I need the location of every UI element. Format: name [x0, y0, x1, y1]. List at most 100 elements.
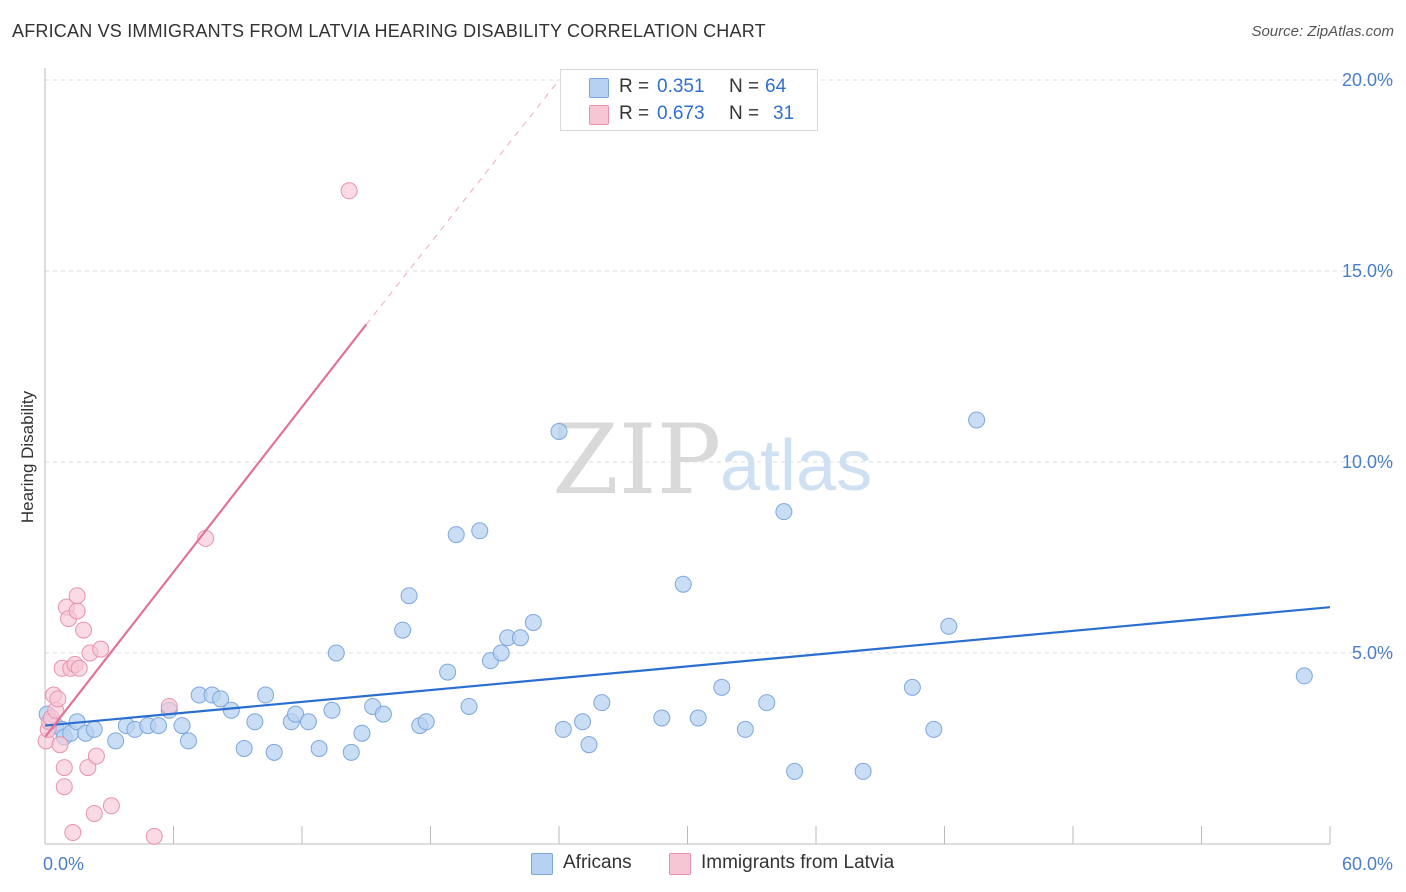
watermark-atlas: atlas: [720, 426, 872, 506]
data-point-africans: [492, 644, 510, 662]
legend-row-latvia: R = 0.673 N = 31: [561, 101, 817, 127]
data-point-latvia: [340, 182, 358, 200]
source-credit: Source: ZipAtlas.com: [1251, 23, 1394, 40]
data-point-latvia: [68, 587, 86, 605]
data-point-africans: [150, 717, 168, 735]
data-point-africans: [353, 724, 371, 742]
data-point-latvia: [64, 824, 82, 842]
data-point-africans: [342, 743, 360, 761]
data-point-africans: [786, 762, 804, 780]
legend-label-latvia: Immigrants from Latvia: [701, 852, 895, 873]
x-tick-label: 0.0%: [43, 854, 84, 874]
data-point-africans: [222, 701, 240, 719]
data-point-africans: [394, 621, 412, 639]
trend-line-africans: [44, 606, 1331, 727]
data-point-africans: [179, 732, 197, 750]
data-point-latvia: [49, 690, 67, 708]
data-point-latvia: [75, 621, 93, 639]
legend-r-value: 0.673: [657, 103, 705, 124]
data-point-africans: [310, 740, 328, 757]
data-point-africans: [854, 762, 872, 780]
data-point-africans: [287, 705, 305, 723]
data-point-africans: [173, 717, 191, 735]
data-point-africans: [713, 678, 731, 696]
legend-label-africans: Africans: [563, 852, 632, 873]
legend-r-value: 0.351: [657, 76, 705, 97]
data-point-africans: [511, 629, 529, 647]
legend-n-value: 31: [773, 103, 795, 124]
data-point-africans: [574, 713, 592, 731]
y-tick-label: 15.0%: [1342, 261, 1393, 281]
data-point-africans: [968, 411, 986, 429]
data-point-latvia: [85, 804, 103, 822]
data-point-africans: [653, 709, 671, 727]
data-point-africans: [1295, 667, 1313, 685]
legend-row-africans: R = 0.351 N = 64: [561, 74, 817, 100]
africans-swatch: [589, 78, 609, 98]
data-point-africans: [417, 713, 435, 731]
data-point-latvia: [160, 697, 178, 715]
data-point-latvia: [55, 759, 73, 777]
y-tick-label: 5.0%: [1352, 643, 1393, 663]
y-tick-label: 20.0%: [1342, 70, 1393, 90]
data-point-africans: [257, 686, 275, 704]
data-point-africans: [85, 720, 103, 738]
data-point-africans: [903, 678, 921, 696]
data-point-africans: [400, 587, 418, 605]
data-point-africans: [235, 740, 253, 757]
data-point-latvia: [55, 778, 73, 796]
watermark-zip: ZIP: [552, 404, 721, 516]
data-point-africans: [439, 663, 457, 681]
data-point-latvia: [92, 640, 110, 658]
data-point-africans: [246, 713, 264, 731]
data-point-latvia: [51, 736, 69, 754]
data-point-africans: [524, 613, 542, 631]
data-point-latvia: [70, 659, 88, 677]
trend-line-latvia: [44, 323, 368, 738]
legend-n-label: N =: [729, 103, 760, 124]
legend-r-label: R =: [619, 103, 650, 124]
data-point-africans: [374, 705, 392, 723]
data-point-africans: [593, 694, 611, 712]
data-point-africans: [460, 697, 478, 715]
data-point-africans: [775, 503, 793, 521]
data-point-africans: [550, 422, 568, 440]
data-point-africans: [689, 709, 707, 727]
data-point-africans: [940, 617, 958, 635]
scatter-points: [37, 182, 1313, 845]
africans-swatch: [531, 853, 553, 875]
grid-lines: [45, 79, 1394, 654]
data-point-africans: [107, 732, 125, 750]
data-point-africans: [212, 690, 230, 708]
legend-n-value: 64: [765, 76, 787, 97]
latvia-swatch: [669, 853, 691, 875]
data-point-africans: [327, 644, 345, 662]
data-point-africans: [323, 701, 341, 719]
chart-title: AFRICAN VS IMMIGRANTS FROM LATVIA HEARIN…: [12, 21, 766, 41]
series-legend: Africans Immigrants from Latvia: [0, 852, 1406, 878]
data-point-africans: [299, 713, 317, 731]
tick-labels: 5.0% 10.0% 15.0% 20.0% 0.0% 60.0%: [43, 70, 1393, 874]
data-point-africans: [447, 526, 465, 544]
data-point-latvia: [68, 602, 86, 620]
latvia-swatch: [589, 105, 609, 125]
data-point-africans: [925, 720, 943, 738]
data-point-latvia: [102, 797, 120, 815]
data-point-latvia: [79, 759, 97, 777]
data-point-africans: [471, 522, 489, 540]
data-point-africans: [674, 575, 692, 593]
data-point-africans: [554, 720, 572, 738]
legend-r-label: R =: [619, 76, 650, 97]
correlation-legend: R = 0.351 N = 64 R = 0.673 N = 31: [560, 69, 818, 131]
data-point-latvia: [145, 827, 163, 845]
x-tick-label: 60.0%: [1342, 854, 1393, 874]
data-point-latvia: [87, 747, 105, 765]
trend-lines: [44, 79, 1331, 738]
legend-n-label: N =: [729, 76, 760, 97]
trend-line-latvia-extension: [365, 79, 560, 325]
data-point-africans: [265, 743, 283, 761]
data-point-africans: [758, 694, 776, 712]
data-point-africans: [580, 736, 598, 754]
y-tick-label: 10.0%: [1342, 452, 1393, 472]
